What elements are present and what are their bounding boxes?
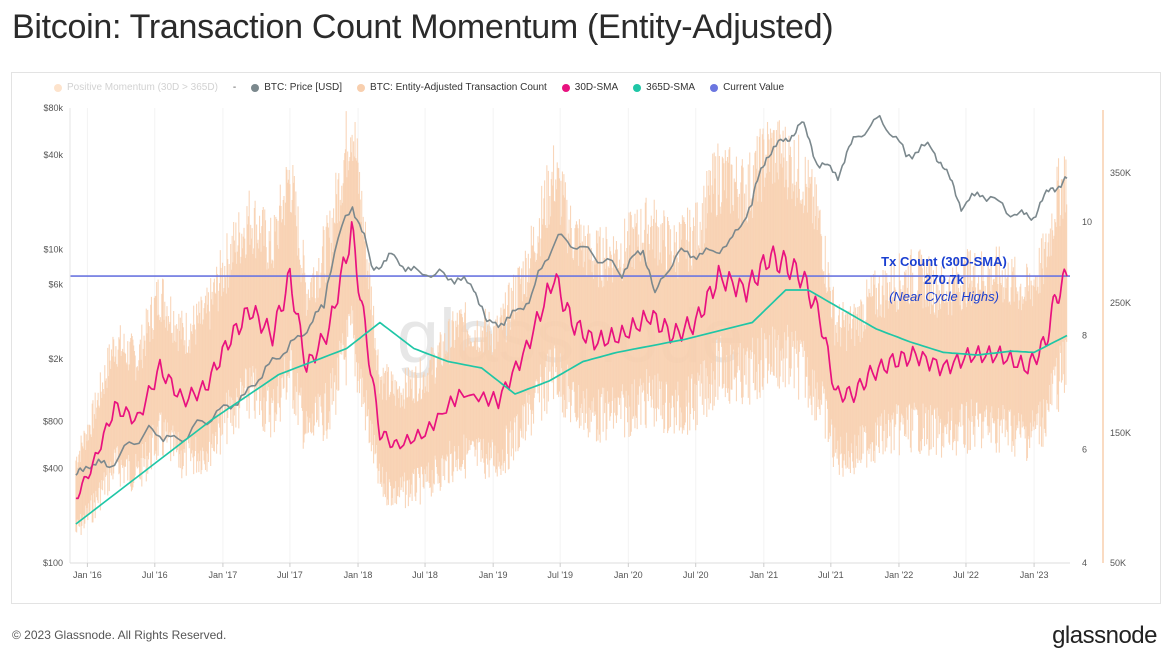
y-right-outer-tick-label: 150K <box>1110 428 1131 438</box>
y-left-tick-label: $2k <box>48 354 63 364</box>
axes: $80k $40k $10k $6k $2k $800 $400 $100 10 8 6 4 350K 2… <box>43 103 1131 580</box>
legend-item-tx-count[interactable]: BTC: Entity-Adjusted Transaction Count <box>357 82 547 93</box>
legend-item-current-value[interactable]: Current Value <box>710 82 784 93</box>
legend-item-30d-sma[interactable]: 30D-SMA <box>561 82 619 93</box>
sma30-line <box>75 221 1068 500</box>
copyright-footer: © 2023 Glassnode. All Rights Reserved. <box>12 628 227 642</box>
x-tick-label: Jul '16 <box>142 570 168 580</box>
legend-swatch <box>561 83 570 92</box>
x-tick-label: Jan '16 <box>73 570 102 580</box>
sma365-line <box>75 289 1068 525</box>
legend-swatch <box>251 83 260 92</box>
legend-item-365d-sma[interactable]: 365D-SMA <box>633 82 695 93</box>
y-left-tick-label: $80k <box>43 103 63 113</box>
legend-label: BTC: Entity-Adjusted Transaction Count <box>370 82 547 93</box>
legend-label: 365D-SMA <box>646 82 696 93</box>
chart-plot[interactable]: glassnode $80k$40k$10k$6k$2k$800$400$100… <box>0 0 1169 610</box>
y-right-inner-tick-label: 4 <box>1082 558 1087 568</box>
glassnode-logo: glassnode <box>1052 622 1157 649</box>
y-left-tick-label: $10k <box>43 245 63 255</box>
legend-label: 30D-SMA <box>574 82 619 93</box>
series-lines <box>70 114 1070 525</box>
y-right-outer-tick-label: 50K <box>1110 558 1126 568</box>
x-tick-label: Jul '18 <box>412 570 438 580</box>
annotation-value: 270.7k <box>924 272 965 287</box>
x-tick-label: Jan '18 <box>344 570 373 580</box>
chart-legend: Positive Momentum (30D > 365D) - BTC: Pr… <box>54 82 799 93</box>
x-tick-label: Jul '19 <box>547 570 573 580</box>
y-right-inner-tick-label: 10 <box>1082 217 1092 227</box>
y-left-tick-label: $800 <box>43 416 63 426</box>
x-tick-label: Jan '23 <box>1020 570 1049 580</box>
y-right-inner-tick-label: 8 <box>1082 331 1087 341</box>
x-tick-label: Jul '21 <box>818 570 844 580</box>
y-right-inner-tick-label: 6 <box>1082 444 1087 454</box>
x-tick-label: Jan '21 <box>749 570 778 580</box>
page-title: Bitcoin: Transaction Count Momentum (Ent… <box>12 8 834 46</box>
legend-separator: - <box>232 82 237 93</box>
legend-swatch <box>357 83 366 92</box>
annotation-note: (Near Cycle Highs) <box>889 289 999 304</box>
y-right-outer-tick-label: 350K <box>1110 168 1131 178</box>
annotation: Tx Count (30D-SMA) 270.7k (Near Cycle Hi… <box>881 254 1007 304</box>
y-left-tick-label: $6k <box>48 279 63 289</box>
x-tick-label: Jan '19 <box>479 570 508 580</box>
x-tick-label: Jan '20 <box>614 570 643 580</box>
x-tick-label: Jul '22 <box>953 570 979 580</box>
x-tick-label: Jul '20 <box>683 570 709 580</box>
x-tick-label: Jan '22 <box>885 570 914 580</box>
y-left-tick-label: $40k <box>43 150 63 160</box>
price-line <box>75 114 1068 476</box>
y-right-outer-tick-label: 250K <box>1110 298 1131 308</box>
legend-item-positive-momentum[interactable]: Positive Momentum (30D > 365D) <box>54 82 218 93</box>
legend-label: Current Value <box>723 82 785 93</box>
legend-swatch <box>633 83 642 92</box>
legend-item-price[interactable]: BTC: Price [USD] <box>251 82 342 93</box>
legend-label: BTC: Price [USD] <box>264 82 343 93</box>
y-left-tick-label: $100 <box>43 558 63 568</box>
legend-swatch <box>710 83 719 92</box>
legend-swatch <box>54 83 62 92</box>
legend-label: Positive Momentum (30D > 365D) <box>67 82 218 93</box>
x-tick-label: Jul '17 <box>277 570 303 580</box>
annotation-title: Tx Count (30D-SMA) <box>881 254 1007 269</box>
x-tick-label: Jan '17 <box>209 570 238 580</box>
y-left-tick-label: $400 <box>43 464 63 474</box>
